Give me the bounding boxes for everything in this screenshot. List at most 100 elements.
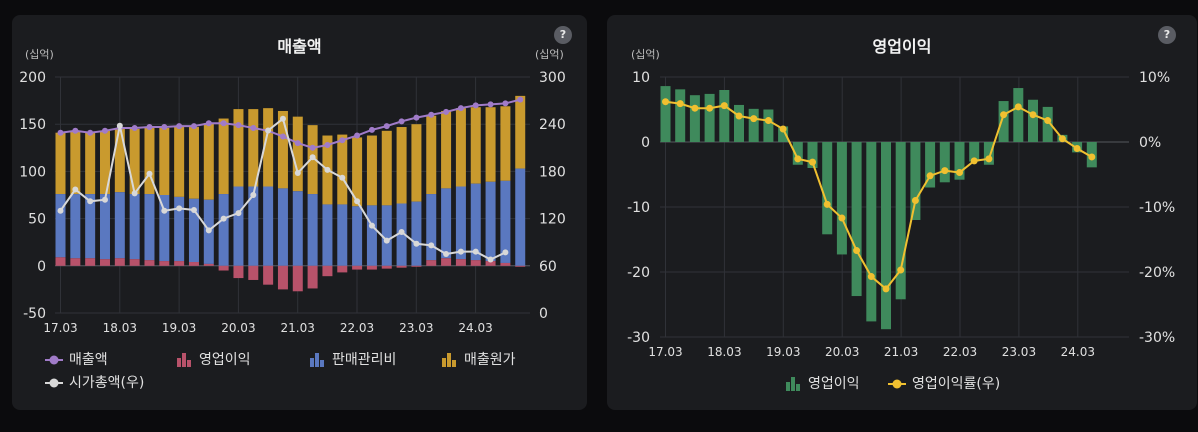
sales-point <box>146 124 153 131</box>
cogs-bar <box>366 135 377 206</box>
sales-point <box>428 111 435 118</box>
legend-bar-2 <box>315 353 319 367</box>
operating-margin-point <box>794 155 802 163</box>
market-cap-point <box>413 240 420 247</box>
market-cap-point <box>190 206 197 213</box>
sga-bar <box>233 186 244 266</box>
operating-margin-point <box>764 117 772 125</box>
legend-line-dot <box>49 355 59 365</box>
operating-profit-bar <box>910 142 921 220</box>
operating-margin-point <box>941 167 949 175</box>
operating-profit-bar <box>881 142 891 330</box>
market-cap-point <box>250 192 257 198</box>
operating-margin-point <box>911 197 919 204</box>
sales-point <box>57 129 64 136</box>
y2-tick-label: 180 <box>539 164 566 180</box>
sga-bar <box>55 194 66 258</box>
sga-bar <box>426 194 437 261</box>
sga-bar <box>85 194 96 259</box>
x-tick-label: 21.03 <box>884 345 918 359</box>
market-cap-point <box>487 256 494 263</box>
operating-profit-bar <box>352 265 363 270</box>
operating-profit-bar <box>263 265 274 285</box>
operating-margin-point <box>1044 117 1052 125</box>
operating-profit-bar <box>778 126 789 142</box>
legend-item[interactable]: 영업이익 <box>784 373 860 393</box>
legend-item[interactable]: 영업이익 <box>175 349 251 369</box>
operating-profit-chart: -30 -20 -10 0 10 -30% -20% -10% 0% 10% 17.03 18.03 1… <box>627 70 1175 359</box>
operating-profit-bar <box>719 90 730 142</box>
operating-margin-point <box>956 169 963 177</box>
sga-bar <box>70 194 81 259</box>
legend-bar-3 <box>187 360 191 367</box>
operating-profit-bar <box>292 265 303 292</box>
right-axis-unit: (십억) <box>535 48 564 61</box>
x-tick-label: 17.03 <box>648 345 682 359</box>
legend-bar-2 <box>182 353 186 367</box>
y2-tick-label: 0% <box>1139 135 1161 151</box>
sales-point <box>72 127 79 134</box>
x-tick-label: 18.03 <box>707 345 741 359</box>
sga-bar <box>292 191 303 266</box>
market-cap-point <box>176 205 183 212</box>
operating-profit-bar <box>381 265 392 269</box>
sales-point <box>176 123 183 130</box>
sga-bar <box>352 206 363 266</box>
market-cap-point <box>72 186 79 193</box>
operating-profit-bar <box>792 142 803 165</box>
operating-profit-bar <box>836 142 847 255</box>
operating-profit-bar <box>55 257 66 266</box>
legend-item[interactable]: 시가총액(우) <box>45 372 144 392</box>
sga-bar <box>144 194 155 261</box>
operating-profit-bar <box>807 142 818 168</box>
sales-point <box>339 137 346 144</box>
market-cap-point <box>131 190 138 197</box>
legend-bar-3 <box>320 360 324 367</box>
y-tick-label: 10 <box>632 70 650 86</box>
operating-profit-bar <box>925 142 936 188</box>
market-cap-point <box>116 122 123 129</box>
cogs-bar <box>85 131 96 195</box>
help-icon[interactable]: ? <box>1158 26 1176 44</box>
legend-item[interactable]: 영업이익률(우) <box>888 373 1000 393</box>
cogs-bar <box>159 127 170 195</box>
x-tick-label: 19.03 <box>766 345 800 359</box>
operating-profit-bar <box>748 108 759 142</box>
sga-bar <box>174 196 185 262</box>
operating-margin-point <box>823 200 831 208</box>
operating-profit-bar <box>337 265 348 273</box>
cogs-bar <box>55 132 66 195</box>
cogs-bar <box>144 127 155 195</box>
cogs-bar <box>188 127 199 199</box>
operating-profit-bar <box>969 142 980 162</box>
sales-point <box>235 122 242 129</box>
legend-item[interactable]: 매출원가 <box>440 349 516 369</box>
cogs-bar <box>455 108 466 187</box>
market-cap-point <box>324 166 331 173</box>
legend-item[interactable]: 판매관리비 <box>308 349 396 369</box>
sales-point <box>383 123 390 130</box>
legend-line-dot <box>892 379 902 389</box>
operating-profit-bar <box>411 265 422 267</box>
operating-profit-bar <box>144 260 155 266</box>
legend-bar-icon <box>442 353 456 367</box>
operating-margin-point <box>676 100 684 108</box>
x-tick-label: 17.03 <box>43 321 77 335</box>
x-tick-label: 20.03 <box>221 321 255 335</box>
help-icon[interactable]: ? <box>554 26 572 44</box>
operating-margin-point <box>838 214 846 222</box>
sga-bar <box>470 183 481 261</box>
cogs-bar <box>381 130 392 206</box>
operating-margin-point <box>985 155 993 163</box>
cogs-bar <box>352 137 363 207</box>
market-cap-point <box>205 227 212 234</box>
operating-profit-bar <box>99 259 110 266</box>
market-cap-point <box>443 251 450 257</box>
operating-profit-bar <box>689 95 700 142</box>
legend-item[interactable]: 매출액 <box>45 349 108 369</box>
legend-bar-icon <box>177 353 191 367</box>
operating-profit-bar <box>675 89 686 142</box>
y-tick-label: 0 <box>641 135 650 151</box>
legend-bar-icon <box>310 353 324 367</box>
sales-point <box>101 127 108 134</box>
